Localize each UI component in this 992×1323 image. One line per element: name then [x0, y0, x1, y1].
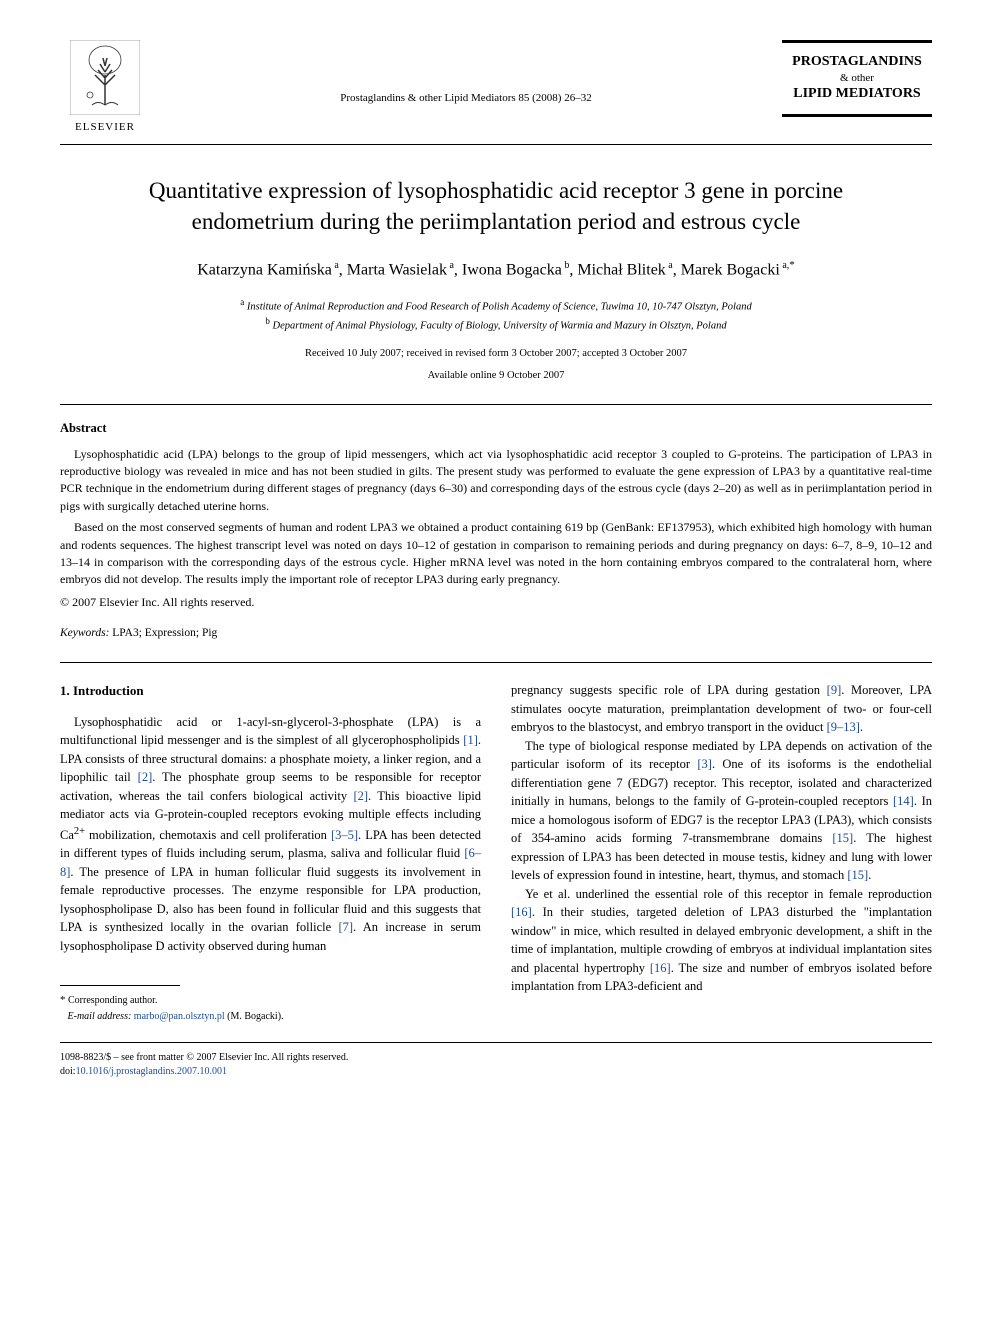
abstract-copyright: © 2007 Elsevier Inc. All rights reserved… [60, 593, 932, 611]
abstract-para1: Lysophosphatidic acid (LPA) belongs to t… [60, 446, 932, 516]
page-header: ELSEVIER Prostaglandins & other Lipid Me… [60, 40, 932, 136]
journal-box-line3: LIPID MEDIATORS [788, 85, 926, 103]
intro-para1: Lysophosphatidic acid or 1-acyl-sn-glyce… [60, 713, 481, 956]
affiliation-a: a Institute of Animal Reproduction and F… [60, 296, 932, 315]
footer: 1098-8823/$ – see front matter © 2007 El… [60, 1051, 932, 1079]
available-date: Available online 9 October 2007 [60, 368, 932, 384]
affiliations: a Institute of Animal Reproduction and F… [60, 296, 932, 335]
footer-rule [60, 1042, 932, 1043]
footnote-block: * Corresponding author. E-mail address: … [60, 992, 481, 1024]
publisher-block: ELSEVIER [60, 40, 150, 136]
ref-link[interactable]: [2] [138, 770, 153, 784]
intro-para2: The type of biological response mediated… [511, 737, 932, 885]
corresponding-author: * Corresponding author. [60, 992, 481, 1009]
ref-link[interactable]: [3–5] [331, 828, 358, 842]
elsevier-tree-logo [70, 40, 140, 115]
abstract-heading: Abstract [60, 419, 932, 438]
ref-link[interactable]: [7] [338, 920, 353, 934]
email-link[interactable]: marbo@pan.olsztyn.pl [134, 1011, 225, 1022]
received-dates: Received 10 July 2007; received in revis… [60, 346, 932, 362]
journal-box-line1: PROSTAGLANDINS [788, 53, 926, 71]
authors-line: Katarzyna Kamińska a, Marta Wasielak a, … [60, 257, 932, 282]
abstract-top-rule [60, 404, 932, 405]
ref-link[interactable]: [1] [463, 733, 478, 747]
keywords-label: Keywords: [60, 627, 109, 639]
ref-link[interactable]: [9] [827, 683, 842, 697]
footer-doi: doi:10.1016/j.prostaglandins.2007.10.001 [60, 1065, 932, 1079]
ref-link[interactable]: [14] [893, 794, 914, 808]
right-column: pregnancy suggests specific role of LPA … [511, 681, 932, 1024]
keywords-text: LPA3; Expression; Pig [112, 627, 217, 639]
body-columns: 1. Introduction Lysophosphatidic acid or… [60, 681, 932, 1024]
keywords: Keywords: LPA3; Expression; Pig [60, 625, 932, 642]
abstract-para2: Based on the most conserved segments of … [60, 519, 932, 589]
left-column: 1. Introduction Lysophosphatidic acid or… [60, 681, 481, 1024]
ref-link[interactable]: [16] [511, 905, 532, 919]
ref-link[interactable]: [3] [697, 757, 712, 771]
ref-link[interactable]: [9–13] [827, 720, 860, 734]
intro-para3: Ye et al. underlined the essential role … [511, 885, 932, 996]
journal-reference: Prostaglandins & other Lipid Mediators 8… [150, 40, 782, 107]
doi-link[interactable]: 10.1016/j.prostaglandins.2007.10.001 [76, 1066, 227, 1077]
header-rule [60, 144, 932, 145]
ref-link[interactable]: [16] [650, 961, 671, 975]
section1-heading: 1. Introduction [60, 681, 481, 701]
ref-link[interactable]: [15] [847, 868, 868, 882]
affiliation-b: b Department of Animal Physiology, Facul… [60, 315, 932, 334]
footer-issn: 1098-8823/$ – see front matter © 2007 El… [60, 1051, 932, 1065]
ref-link[interactable]: [2] [353, 789, 368, 803]
abstract-bottom-rule [60, 662, 932, 663]
footnote-rule [60, 985, 180, 986]
ref-link[interactable]: [6–8] [60, 846, 481, 879]
intro-para1-cont: pregnancy suggests specific role of LPA … [511, 681, 932, 737]
journal-box-line2: & other [788, 71, 926, 85]
email-line: E-mail address: marbo@pan.olsztyn.pl (M.… [60, 1009, 481, 1024]
ref-link[interactable]: [15] [832, 831, 853, 845]
journal-title-box: PROSTAGLANDINS & other LIPID MEDIATORS [782, 40, 932, 117]
publisher-name: ELSEVIER [75, 119, 135, 136]
article-title: Quantitative expression of lysophosphati… [100, 175, 892, 237]
